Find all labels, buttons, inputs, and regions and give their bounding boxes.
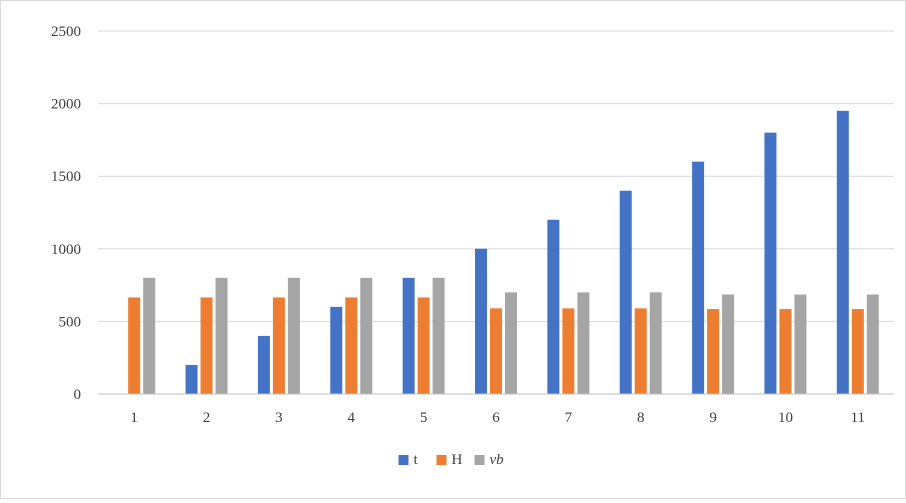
- x-tick-label: 3: [275, 410, 283, 426]
- x-tick-label: 5: [420, 410, 428, 426]
- bar-t-10: [764, 132, 777, 394]
- x-tick-label: 4: [348, 410, 356, 426]
- legend-label-H: H: [452, 452, 463, 468]
- y-tick-label: 0: [74, 387, 82, 403]
- bar-H-5: [417, 297, 430, 394]
- x-tick-label: 2: [203, 410, 211, 426]
- legend-swatch-H: [436, 455, 447, 465]
- x-tick-label: 11: [851, 410, 865, 426]
- bar-vb-6: [505, 292, 517, 394]
- bar-vb-7: [577, 292, 590, 394]
- bar-H-2: [200, 297, 213, 394]
- y-tick-label: 500: [59, 314, 82, 330]
- bar-H-9: [707, 309, 720, 394]
- bar-vb-10: [794, 294, 807, 394]
- gridlines: [98, 30, 894, 322]
- bar-vb-1: [143, 277, 156, 394]
- bar-t-5: [402, 277, 415, 394]
- bar-H-6: [490, 308, 502, 394]
- y-tick-label: 1000: [51, 242, 81, 258]
- bar-H-10: [779, 309, 792, 394]
- bar-t-4: [330, 306, 343, 394]
- x-tick-label: 10: [778, 410, 793, 426]
- bar-H-11: [851, 309, 864, 394]
- x-tick-label: 8: [637, 410, 645, 426]
- x-tick-label: 1: [130, 410, 138, 426]
- bar-t-2: [185, 364, 198, 394]
- axes: 0 500 1000 1500 2000 2500 1 2 3 4 5 6 7 8 9 10 11: [51, 24, 894, 426]
- bar-H-8: [634, 308, 647, 394]
- bar-vb-2: [215, 277, 228, 394]
- bar-H-7: [562, 308, 575, 394]
- bars: [128, 110, 879, 395]
- bar-vb-4: [360, 277, 373, 394]
- bar-t-6: [475, 248, 487, 394]
- legend-swatch-t: [398, 455, 409, 465]
- x-tick-label: 9: [709, 410, 717, 426]
- bar-vb-9: [722, 294, 735, 394]
- bar-vb-8: [649, 292, 662, 394]
- bar-t-9: [692, 161, 705, 394]
- bar-vb-5: [432, 277, 445, 394]
- bar-vb-11: [866, 294, 879, 394]
- x-tick-label: 7: [565, 410, 573, 426]
- bar-t-8: [619, 190, 632, 394]
- bar-t-7: [547, 219, 560, 394]
- x-tick-label: 6: [492, 410, 500, 426]
- bar-t-11: [836, 110, 849, 395]
- bar-H-4: [345, 297, 358, 394]
- y-tick-label: 1500: [51, 169, 81, 185]
- bar-t-3: [257, 335, 270, 394]
- bar-H-1: [128, 297, 141, 394]
- legend-label-vb: vb: [490, 452, 505, 468]
- legend-swatch-vb: [474, 455, 485, 465]
- bar-H-3: [272, 297, 285, 394]
- legend-label-t: t: [414, 452, 419, 468]
- y-tick-label: 2500: [51, 24, 81, 40]
- y-tick-label: 2000: [51, 97, 81, 113]
- bar-vb-3: [287, 277, 300, 394]
